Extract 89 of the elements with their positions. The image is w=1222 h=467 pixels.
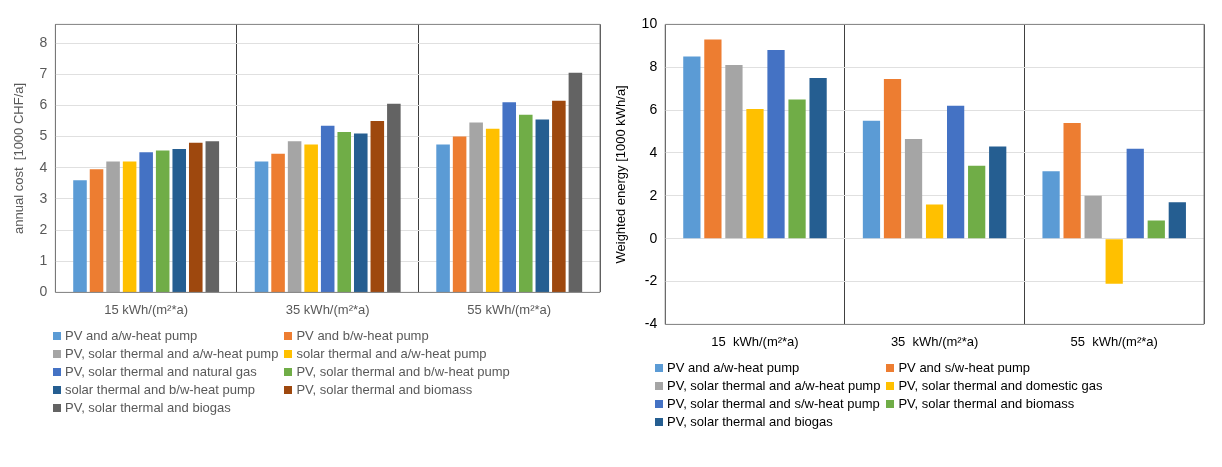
bar <box>746 109 764 239</box>
bar <box>518 114 533 292</box>
legend-label: solar thermal and a/w-heat pump <box>296 346 487 361</box>
bar <box>788 99 806 239</box>
legend-label: PV, solar thermal and biomass <box>296 382 473 397</box>
bar <box>704 39 722 239</box>
bar <box>320 125 335 292</box>
bar <box>485 128 500 292</box>
bar <box>287 141 302 292</box>
bar <box>139 152 153 292</box>
y-tick-label: 0 <box>649 229 658 246</box>
bar <box>469 122 483 292</box>
bar <box>502 102 517 292</box>
bar <box>947 105 965 239</box>
bar <box>304 144 318 292</box>
bar <box>254 161 269 292</box>
x-tick-label: 35 kWh/(m²*a) <box>285 301 370 317</box>
bar <box>1084 195 1102 239</box>
bar <box>862 120 881 239</box>
y-tick-label: 2 <box>39 220 48 237</box>
x-tick-label: 35 kWh/(m²*a) <box>890 333 979 349</box>
bar <box>122 161 137 292</box>
bar <box>1147 220 1165 239</box>
bar <box>337 131 352 292</box>
y-tick-label: 2 <box>649 186 658 203</box>
y-tick-label: -4 <box>644 315 658 332</box>
bar <box>925 204 944 239</box>
y-tick-label: 6 <box>649 100 658 117</box>
bar <box>552 100 566 292</box>
bar <box>106 161 120 292</box>
y-tick-label: -2 <box>644 272 658 289</box>
y-tick-label: 0 <box>39 283 48 300</box>
bar <box>1105 239 1123 284</box>
bar <box>387 103 401 292</box>
bar <box>155 150 170 292</box>
bar <box>271 153 285 292</box>
y-tick-label: 7 <box>39 65 48 82</box>
y-axis-title: Weighted energy [1000 kWh/a] <box>613 85 629 264</box>
bar <box>568 72 583 292</box>
legend-label: PV, solar thermal and b/w-heat pump <box>296 364 510 379</box>
y-tick-label: 8 <box>39 33 48 50</box>
legend-label: solar thermal and b/w-heat pump <box>65 382 256 397</box>
x-tick-label: 55 kWh/(m²*a) <box>1070 333 1158 349</box>
legend-label: PV and a/w-heat pump <box>667 360 800 375</box>
y-tick-label: 4 <box>39 158 48 175</box>
y-tick-label: 8 <box>649 58 658 75</box>
legend-label: PV, solar thermal and a/w-heat pump <box>65 346 279 361</box>
bar <box>353 133 368 292</box>
bar <box>1168 202 1186 239</box>
y-tick-label: 3 <box>39 189 48 206</box>
bar <box>1126 148 1144 239</box>
bar <box>1042 171 1060 239</box>
y-tick-label: 6 <box>39 96 48 113</box>
y-tick-label: 5 <box>39 127 48 144</box>
legend-label: PV, solar thermal and biogas <box>667 414 833 429</box>
bar <box>968 165 986 239</box>
legend-label: PV and b/w-heat pump <box>296 328 429 343</box>
legend-label: PV and a/w-heat pump <box>65 328 198 343</box>
bar <box>436 144 450 292</box>
x-tick-label: 15 kWh/(m²*a) <box>711 333 799 349</box>
bar <box>683 56 701 239</box>
legend-label: PV, solar thermal and a/w-heat pump <box>667 378 881 393</box>
bar <box>904 139 923 239</box>
x-tick-label: 55 kWh/(m²*a) <box>467 301 552 317</box>
bar <box>535 119 550 292</box>
legend-label: PV and s/w-heat pump <box>898 360 1030 375</box>
legend-label: PV, solar thermal and domestic gas <box>898 378 1103 393</box>
legend-label: PV, solar thermal and biogas <box>65 400 231 415</box>
x-tick-label: 15 kWh/(m²*a) <box>104 301 189 317</box>
y-axis-title: annual cost [1000 CHF/a] <box>11 82 27 234</box>
bar <box>725 65 743 239</box>
legend-label: PV, solar thermal and natural gas <box>65 364 257 379</box>
y-tick-label: 10 <box>641 15 658 32</box>
bar <box>188 142 203 292</box>
bar <box>452 136 467 292</box>
legend-label: PV, solar thermal and s/w-heat pump <box>667 396 880 411</box>
legend-label: PV, solar thermal and biomass <box>898 396 1075 411</box>
y-tick-label: 4 <box>649 143 658 160</box>
bar <box>883 79 902 239</box>
bar <box>989 146 1007 239</box>
bar <box>370 121 385 292</box>
bar <box>73 180 87 292</box>
bar <box>205 141 220 292</box>
bar <box>767 50 785 239</box>
bar <box>89 169 104 292</box>
y-tick-label: 1 <box>39 252 48 269</box>
bar <box>1063 122 1081 239</box>
bar <box>809 77 827 239</box>
bar <box>172 149 187 292</box>
